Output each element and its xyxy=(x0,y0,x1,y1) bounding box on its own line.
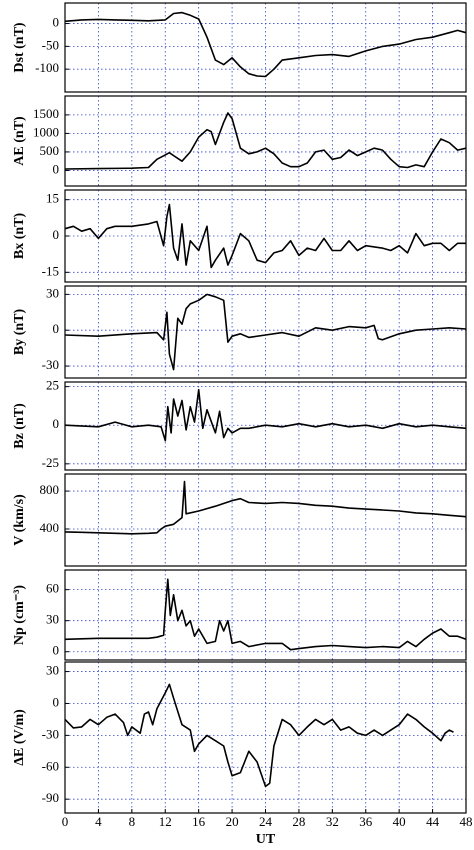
y-tick-label: 15 xyxy=(46,191,59,206)
panel-frame xyxy=(64,189,467,283)
y-tick-label: 0 xyxy=(53,643,60,658)
y-axis-label: Dst (nT) xyxy=(12,22,27,73)
y-tick-label: 1500 xyxy=(33,106,59,121)
y-tick-label: 0 xyxy=(53,694,60,709)
panel-frame xyxy=(64,285,467,379)
data-line xyxy=(64,293,467,371)
x-tick-label: 44 xyxy=(426,814,440,829)
y-tick-label: -90 xyxy=(42,790,59,805)
y-tick-label: 0 xyxy=(53,416,60,431)
y-tick-label: 500 xyxy=(40,143,60,158)
data-line xyxy=(64,388,467,442)
data-line xyxy=(64,203,466,269)
panel-frame xyxy=(64,569,467,661)
y-tick-label: -50 xyxy=(42,37,59,52)
data-line xyxy=(64,480,467,535)
data-line xyxy=(64,11,467,78)
data-line xyxy=(64,578,467,651)
data-line xyxy=(64,112,467,170)
y-tick-label: -100 xyxy=(35,60,59,75)
y-tick-label: 30 xyxy=(46,663,59,678)
y-tick-label: 400 xyxy=(40,520,60,535)
x-tick-label: 12 xyxy=(159,814,172,829)
y-axis-label: AE (nT) xyxy=(12,116,27,166)
panel-frame xyxy=(64,473,467,567)
y-tick-label: 30 xyxy=(46,285,59,300)
x-tick-label: 48 xyxy=(460,814,473,829)
y-tick-label: 25 xyxy=(46,378,59,393)
panel-frame xyxy=(64,381,467,471)
y-axis-label: By (nT) xyxy=(12,309,27,356)
y-tick-label: 800 xyxy=(40,482,60,497)
x-tick-label: 24 xyxy=(259,814,273,829)
y-axis-label: Bz (nT) xyxy=(12,403,27,449)
x-tick-label: 36 xyxy=(359,814,373,829)
y-tick-label: 60 xyxy=(46,581,59,596)
y-axis-label: ΔE (V/m) xyxy=(12,709,27,766)
y-axis-label: V (km/s) xyxy=(12,494,27,546)
x-tick-label: 4 xyxy=(95,814,102,829)
x-tick-label: 40 xyxy=(393,814,406,829)
y-tick-label: 0 xyxy=(53,321,60,336)
panel-frame xyxy=(64,95,467,187)
x-tick-label: 20 xyxy=(226,814,239,829)
x-tick-label: 32 xyxy=(326,814,339,829)
x-axis-label: UT xyxy=(256,832,276,847)
y-axis-label: Np (cm⁻³) xyxy=(12,585,27,646)
data-line xyxy=(64,683,454,788)
y-tick-label: -30 xyxy=(42,357,59,372)
panel-frame xyxy=(64,2,467,93)
y-tick-label: -30 xyxy=(42,726,59,741)
y-tick-label: 0 xyxy=(53,15,60,30)
y-tick-label: 0 xyxy=(53,161,60,176)
x-tick-label: 0 xyxy=(62,814,69,829)
y-tick-label: -25 xyxy=(42,455,59,470)
x-tick-label: 8 xyxy=(129,814,136,829)
y-tick-label: 30 xyxy=(46,612,59,627)
y-tick-label: 0 xyxy=(53,227,60,242)
y-tick-label: -15 xyxy=(42,263,59,278)
x-tick-label: 16 xyxy=(192,814,206,829)
y-axis-label: Bx (nT) xyxy=(12,213,27,260)
y-tick-label: 1000 xyxy=(33,124,59,139)
y-tick-label: -60 xyxy=(42,758,59,773)
x-tick-label: 28 xyxy=(292,814,305,829)
